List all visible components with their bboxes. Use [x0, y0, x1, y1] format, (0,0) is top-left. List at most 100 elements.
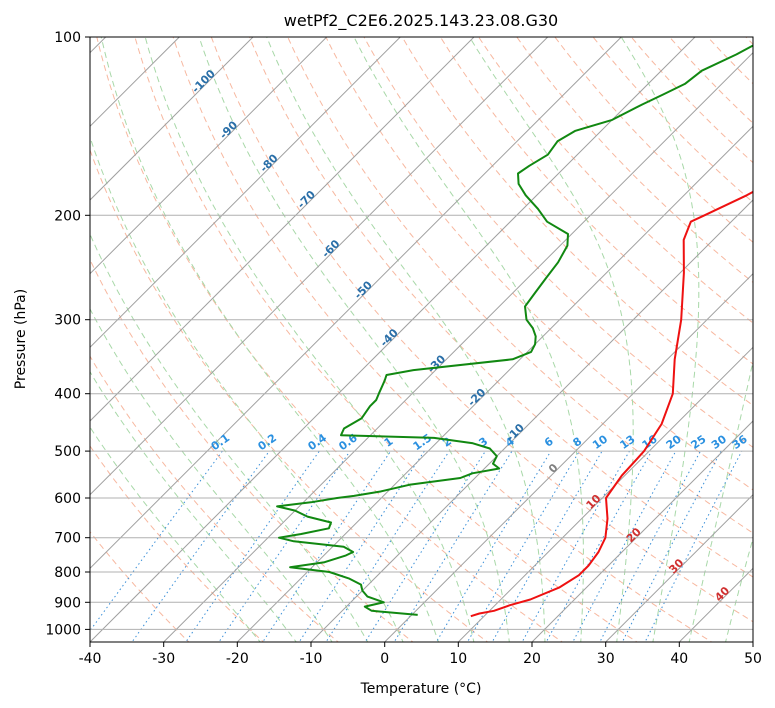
- moist-adiabat-line: [90, 426, 261, 642]
- isotherm-label: -40: [378, 326, 401, 349]
- mixing-ratio-line: [90, 450, 223, 632]
- isotherm-line: [310, 199, 753, 642]
- isotherm-line: [90, 37, 549, 496]
- dry-adiabat-line: [401, 37, 753, 406]
- isotherm-line: [90, 37, 475, 422]
- moist-adiabat-line: [266, 37, 546, 642]
- dry-adiabat-line: [771, 24, 775, 645]
- x-tick-label: 20: [523, 651, 541, 667]
- dry-adiabat-line: [90, 148, 489, 642]
- mixing-ratio-line: [621, 450, 722, 642]
- isotherm-line: [678, 567, 753, 642]
- dry-adiabat-line: [90, 445, 265, 642]
- x-tick-label: 0: [380, 651, 389, 667]
- moist-adiabat-line: [90, 308, 333, 642]
- isotherm-label: -50: [352, 278, 375, 301]
- isotherm-label: -90: [217, 118, 240, 141]
- mixing-ratio-line: [572, 450, 677, 642]
- y-tick-label: 100: [54, 30, 81, 46]
- plot-frame: [89, 36, 754, 643]
- mixing-ratio-line: [218, 450, 351, 642]
- isotherm-line: [90, 37, 696, 642]
- isotherm-line: [531, 420, 753, 642]
- y-tick-label: 800: [54, 565, 81, 581]
- mixing-ratio-line: [521, 450, 630, 642]
- mixing-ratio-line: [393, 450, 513, 642]
- isotherm-label: -30: [425, 352, 448, 375]
- dewpoint-profile-line: [276, 44, 753, 616]
- mixing-ratio-label: 0.4: [306, 431, 330, 453]
- x-tick-label: 30: [597, 651, 615, 667]
- y-tick-label: 300: [54, 313, 81, 329]
- x-tick-label: -10: [300, 651, 323, 667]
- mixing-ratio-label: 36: [730, 432, 750, 452]
- temperature-profile-line: [470, 190, 753, 618]
- y-tick-label: 500: [54, 444, 81, 460]
- y-tick-label: 600: [54, 491, 81, 507]
- mixing-ratio-label: 30: [709, 432, 729, 452]
- moist-adiabat-line: [725, 536, 753, 642]
- x-tick-label: 40: [670, 651, 688, 667]
- isotherm-line: [90, 37, 401, 349]
- mixing-ratio-line: [298, 450, 425, 642]
- y-tick-label: 900: [54, 595, 81, 611]
- isotherm-line: [163, 51, 753, 642]
- dry-adiabat-line: [668, 37, 753, 124]
- mixing-ratio-label: 10: [590, 432, 610, 452]
- y-tick-label: 400: [54, 387, 81, 403]
- dry-adiabat-line: [439, 37, 753, 365]
- background-grid: [90, 24, 775, 645]
- dry-adiabat-line: [90, 258, 414, 642]
- moist-adiabat-line: [688, 358, 753, 642]
- isotherm-label: 40: [712, 584, 732, 604]
- x-tick-label: -40: [79, 651, 102, 667]
- mixing-ratio-label: 0.2: [256, 431, 279, 453]
- mixing-ratio-label: 20: [664, 432, 684, 452]
- mixing-ratio-label: 1.5: [411, 431, 434, 453]
- axes: -40 -30 -20 -10 0 10 20 30 40 5010020030040050060…: [45, 30, 762, 667]
- isotherm-line: [90, 37, 328, 275]
- isotherm-line: [605, 493, 753, 642]
- mixing-ratio-label: 6: [542, 435, 556, 450]
- moist-adiabat-line: [90, 135, 404, 642]
- x-axis-title: Temperature (°C): [360, 681, 482, 697]
- y-tick-label: 1000: [45, 622, 81, 638]
- dry-adiabat-line: [96, 37, 564, 642]
- moist-adiabat-line: [468, 37, 634, 642]
- dry-adiabat-line: [745, 37, 753, 46]
- isotherm-line: [90, 37, 254, 201]
- isotherm-label: 10: [584, 492, 604, 512]
- mixing-ratio-line: [364, 450, 486, 642]
- moist-adiabat-line: [90, 370, 297, 642]
- mixing-ratio-line: [644, 450, 743, 642]
- isotherm-line: [90, 37, 622, 570]
- chart-title: wetPf2_C2E6.2025.143.23.08.G30: [284, 11, 558, 31]
- mixing-ratio-line: [466, 450, 580, 642]
- isotherm-label: -60: [319, 237, 342, 260]
- mixing-ratio-line: [435, 450, 552, 642]
- x-tick-label: 50: [744, 651, 762, 667]
- x-tick-label: 10: [449, 651, 467, 667]
- dry-adiabat-line: [516, 37, 753, 284]
- y-tick-label: 200: [54, 208, 81, 224]
- mixing-ratio-label: 2: [440, 435, 454, 450]
- isotherm-label: -80: [257, 151, 280, 174]
- x-tick-label: -20: [226, 651, 249, 667]
- x-tick-label: -30: [152, 651, 175, 667]
- dry-adiabat-line: [363, 37, 753, 448]
- y-axis-title: Pressure (hPa): [13, 289, 29, 389]
- isotherm-label: 20: [624, 525, 644, 545]
- isotherm-line: [384, 272, 753, 642]
- isotherm-line: [236, 125, 753, 642]
- y-tick-label: 700: [54, 531, 81, 547]
- profile-lines: [276, 44, 753, 618]
- dry-adiabat-line: [707, 37, 753, 85]
- dry-adiabat-line: [248, 37, 753, 578]
- isotherm-label: -100: [189, 67, 218, 96]
- dry-adiabat-line: [325, 37, 753, 491]
- dry-adiabat-line: [287, 37, 753, 534]
- mixing-ratio-line: [325, 450, 450, 642]
- isotherm-label: 30: [666, 556, 686, 576]
- isotherm-line: [752, 641, 753, 642]
